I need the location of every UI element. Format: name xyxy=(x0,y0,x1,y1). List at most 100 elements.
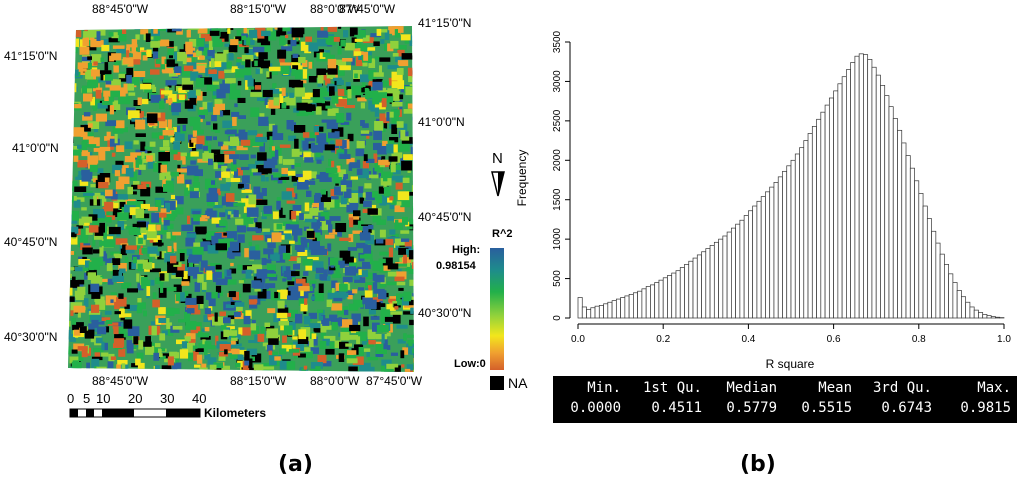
raster-patch xyxy=(398,107,402,117)
raster-patch xyxy=(154,36,161,41)
histogram-bar xyxy=(956,290,962,319)
raster-patch xyxy=(386,281,397,286)
raster-patch xyxy=(354,38,363,42)
histogram-bar xyxy=(892,118,898,319)
raster-patch xyxy=(254,192,264,199)
raster-patch xyxy=(179,253,185,262)
raster-patch xyxy=(413,369,414,372)
raster-patch xyxy=(330,199,340,209)
raster-patch xyxy=(368,58,376,68)
raster-patch xyxy=(160,208,167,213)
raster-patch xyxy=(231,348,240,358)
raster-patch xyxy=(327,58,337,69)
histogram-bar xyxy=(726,231,732,319)
raster-patch xyxy=(147,246,158,254)
histogram-bar xyxy=(671,272,677,319)
raster-patch xyxy=(379,300,384,305)
histogram-bar xyxy=(756,200,762,319)
raster-patch xyxy=(260,326,265,336)
raster-patch xyxy=(193,65,206,73)
raster-patch xyxy=(185,373,189,380)
stats-header: 3rd Qu. xyxy=(872,380,932,396)
raster-patch xyxy=(113,326,119,335)
raster-patch xyxy=(276,289,288,300)
raster-patch xyxy=(263,164,272,174)
raster-patch xyxy=(298,177,305,182)
raster-patch xyxy=(82,136,94,140)
raster-patch xyxy=(408,340,413,347)
raster-patch xyxy=(288,349,300,353)
raster-patch xyxy=(253,299,258,303)
raster-patch xyxy=(343,188,352,198)
raster-patch xyxy=(413,151,414,161)
raster-patch xyxy=(236,347,245,351)
raster-patch xyxy=(110,299,114,303)
raster-patch xyxy=(400,34,411,41)
raster-patch xyxy=(175,196,184,205)
raster-patch xyxy=(256,199,268,205)
raster-patch xyxy=(159,273,165,281)
raster-patch xyxy=(112,164,123,174)
raster-patch xyxy=(409,299,414,306)
raster-patch xyxy=(88,214,98,221)
raster-patch xyxy=(337,88,347,96)
raster-patch xyxy=(325,37,331,44)
raster-patch xyxy=(84,272,90,280)
raster-patch xyxy=(372,260,383,271)
raster-patch xyxy=(228,291,236,298)
raster-patch xyxy=(273,358,283,367)
raster-patch xyxy=(159,355,166,360)
raster-patch xyxy=(137,263,143,272)
raster-patch xyxy=(94,348,101,358)
raster-patch xyxy=(302,369,307,372)
raster-patch xyxy=(76,197,85,202)
raster-patch xyxy=(91,356,103,361)
panel-label-a: (a) xyxy=(278,452,313,477)
y-tick-label: 2500 xyxy=(552,109,563,132)
raster-patch xyxy=(93,148,103,152)
histogram-bar xyxy=(901,142,907,319)
raster-patch xyxy=(205,233,217,241)
raster-patch xyxy=(247,78,254,87)
raster-patch xyxy=(304,181,316,185)
raster-patch xyxy=(323,269,328,277)
raster-patch xyxy=(159,174,165,180)
raster-patch xyxy=(161,64,166,70)
raster-patch xyxy=(255,136,268,143)
legend-na-label: NA xyxy=(508,375,528,391)
raster-patch xyxy=(369,258,374,265)
raster-patch xyxy=(334,186,343,196)
raster-patch xyxy=(321,220,331,231)
raster-patch xyxy=(356,242,368,249)
histogram-bar xyxy=(982,314,988,319)
raster-patch xyxy=(412,348,414,354)
raster-patch xyxy=(170,369,175,372)
raster-patch xyxy=(189,39,199,47)
histogram-bar xyxy=(807,133,813,319)
raster-patch xyxy=(403,333,407,341)
raster-patch xyxy=(127,326,140,336)
raster-patch xyxy=(167,246,172,252)
histogram-bar xyxy=(973,309,979,319)
raster-patch xyxy=(230,177,241,182)
raster-patch xyxy=(329,140,335,144)
raster-patch xyxy=(114,170,121,177)
histogram-bar xyxy=(811,126,817,319)
raster-patch xyxy=(93,61,98,66)
raster-patch xyxy=(167,26,177,33)
raster-patch xyxy=(70,226,75,236)
raster-patch xyxy=(235,36,242,41)
raster-patch xyxy=(333,297,343,302)
raster-patch xyxy=(391,175,404,181)
raster-patch xyxy=(329,216,341,221)
raster-patch xyxy=(379,283,387,288)
raster-patch xyxy=(318,309,325,320)
raster-patch xyxy=(95,300,106,310)
raster-patch xyxy=(331,288,335,293)
raster-patch xyxy=(82,247,93,255)
raster-patch xyxy=(351,57,355,66)
raster-patch xyxy=(192,210,201,215)
raster-patch xyxy=(76,225,84,229)
raster-patch xyxy=(68,26,74,34)
stats-header-row: Min. 1st Qu. Median Mean 3rd Qu. Max. xyxy=(553,380,1017,400)
